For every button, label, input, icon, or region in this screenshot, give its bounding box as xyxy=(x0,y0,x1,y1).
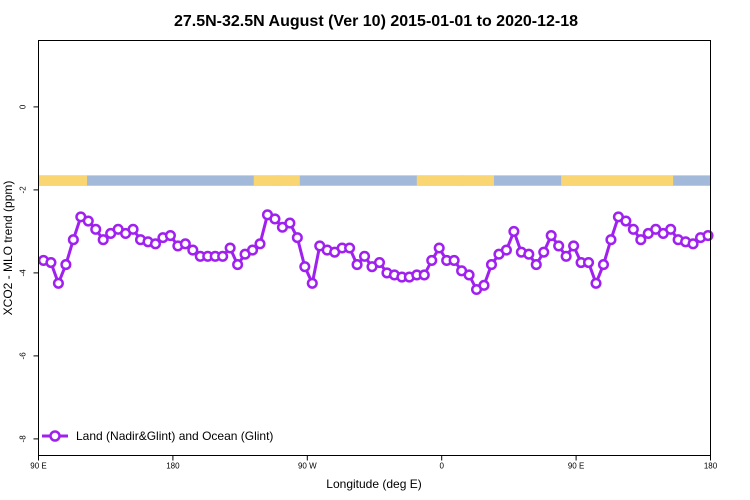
y-axis-label: XCO2 - MLO trend (ppm) xyxy=(1,181,15,316)
data-point xyxy=(149,238,162,250)
x-tick-label: 90 E xyxy=(30,462,46,471)
data-point xyxy=(306,277,318,289)
data-point xyxy=(605,234,617,246)
y-tick-label: -4 xyxy=(19,269,28,277)
data-point xyxy=(97,234,109,246)
data-point xyxy=(568,240,580,252)
data-point xyxy=(500,244,512,256)
data-point xyxy=(344,242,356,254)
plot-frame xyxy=(38,40,711,456)
legend: Land (Nadir&Glint) and Ocean (Glint) xyxy=(42,429,273,443)
data-point xyxy=(60,259,72,271)
data-point xyxy=(269,213,281,225)
x-tick-label: 0 xyxy=(439,462,444,471)
x-axis-label: Longitude (deg E) xyxy=(326,477,421,491)
land-segment xyxy=(459,175,465,186)
data-point xyxy=(485,259,498,271)
data-point xyxy=(560,250,572,262)
data-point xyxy=(530,259,542,271)
data-point xyxy=(687,238,699,250)
data-point xyxy=(418,269,430,281)
data-point xyxy=(358,250,371,262)
data-point xyxy=(538,246,550,258)
ocean-band xyxy=(38,175,711,186)
data-point xyxy=(351,259,363,271)
y-tick-label: 0 xyxy=(19,104,28,109)
data-point xyxy=(45,256,57,269)
data-point xyxy=(67,234,79,246)
data-point xyxy=(463,269,475,281)
data-point xyxy=(702,230,714,242)
land-segment xyxy=(272,175,283,186)
data-point xyxy=(620,215,632,227)
data-point xyxy=(478,279,490,291)
land-segment xyxy=(38,175,88,186)
data-point xyxy=(590,277,602,289)
data-point xyxy=(232,259,244,271)
x-tick-label: 180 xyxy=(704,462,718,471)
y-tick-label: -6 xyxy=(19,352,28,360)
x-tick-label: 90 E xyxy=(568,462,584,471)
land-ocean-strip xyxy=(38,175,711,186)
data-point xyxy=(187,244,199,256)
data-point xyxy=(553,240,565,252)
y-tick-label: -8 xyxy=(19,435,28,443)
data-point xyxy=(246,244,259,256)
data-point xyxy=(448,254,460,267)
data-point xyxy=(545,230,557,242)
data-point xyxy=(635,234,647,246)
data-point xyxy=(627,223,639,235)
data-point xyxy=(90,223,102,235)
data-point xyxy=(127,223,139,235)
data-point xyxy=(508,225,520,237)
y-axis: 0 -2 -4 -6 -8 xyxy=(19,104,39,442)
series-line xyxy=(43,213,709,291)
data-point xyxy=(284,217,296,229)
data-point xyxy=(291,232,303,244)
land-segment xyxy=(416,175,494,186)
x-tick-label: 180 xyxy=(166,462,180,471)
land-segment xyxy=(561,175,674,186)
data-point xyxy=(582,256,595,269)
data-point xyxy=(52,277,64,289)
y-tick-label: -2 xyxy=(19,186,28,194)
data-point xyxy=(597,259,610,271)
data-point xyxy=(179,238,191,250)
data-point xyxy=(373,256,386,269)
data-point xyxy=(217,250,229,262)
data-point xyxy=(224,242,236,254)
legend-entry: Land (Nadir&Glint) and Ocean (Glint) xyxy=(76,429,273,443)
x-axis: 90 E 180 90 W 0 90 E 180 xyxy=(30,455,718,471)
x-tick-label: 90 W xyxy=(298,462,317,471)
data-point xyxy=(82,215,94,227)
data-point xyxy=(164,230,176,242)
data-point xyxy=(665,223,677,235)
chart-title: 27.5N-32.5N August (Ver 10) 2015-01-01 t… xyxy=(174,13,578,30)
data-point xyxy=(254,238,266,250)
series-layer xyxy=(37,209,714,296)
legend-marker xyxy=(49,430,61,442)
data-point xyxy=(299,261,311,273)
data-point xyxy=(523,248,535,260)
data-point xyxy=(433,242,445,254)
data-point xyxy=(426,254,438,267)
